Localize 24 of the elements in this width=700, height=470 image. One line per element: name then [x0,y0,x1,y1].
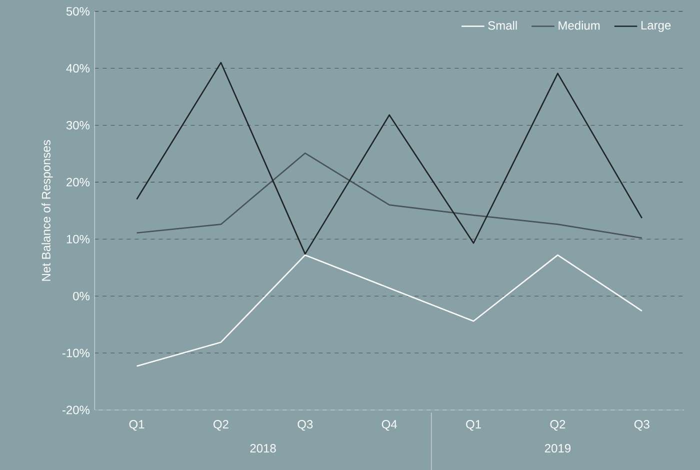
line-series [136,62,643,255]
legend-label: Large [641,21,671,32]
y-axis-title: Net Balance of Responses [42,140,53,281]
y-tick-label: -10% [62,348,90,358]
x-tick-label: Q2 [550,420,566,431]
legend-label: Medium [558,20,600,30]
y-tick-label: 0% [73,292,90,300]
y-tick-label: 10% [66,234,90,244]
line-series [136,254,643,367]
y-tick-label: -20% [62,406,90,414]
legend-label: Small [488,20,517,30]
y-tick-label: 20% [66,178,90,186]
text: 2018 [250,444,276,453]
text: 2019 [544,444,570,453]
x-tick-label: Q3 [634,420,650,431]
y-tick-label: 50% [66,7,90,16]
y-tick-label: 30% [66,120,90,130]
x-tick-label: Q1 [129,420,144,431]
x-tick-label: Q4 [382,420,397,431]
x-tick-label: Q3 [298,420,313,431]
x-tick-label: Q2 [214,420,228,431]
line-series [136,152,643,239]
x-tick-label: Q1 [466,420,481,431]
y-tick-label: 40% [66,64,90,73]
